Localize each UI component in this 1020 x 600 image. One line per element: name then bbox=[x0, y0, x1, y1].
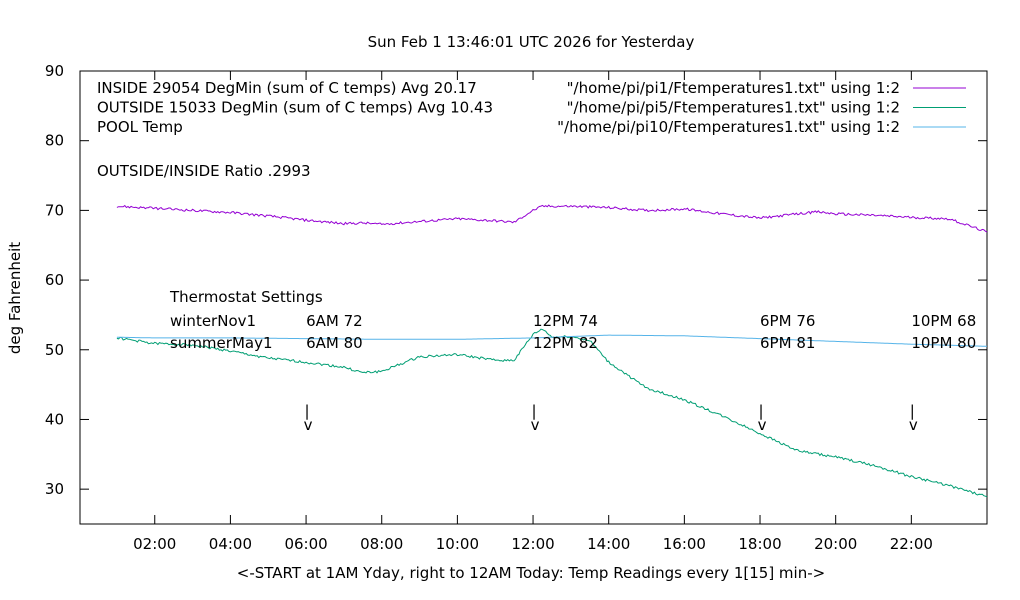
thermostat-summer-setting: 12PM 82 bbox=[533, 334, 598, 352]
x-tick-label: 22:00 bbox=[890, 535, 933, 553]
y-tick-label: 80 bbox=[45, 132, 64, 150]
thermostat-marker-bar: | bbox=[910, 402, 915, 420]
thermostat-winter-setting: 12PM 74 bbox=[533, 312, 598, 330]
legend: INSIDE 29054 DegMin (sum of C temps) Avg… bbox=[97, 79, 966, 136]
y-axis-label: deg Fahrenheit bbox=[6, 242, 24, 354]
thermostat-winter-setting: 6PM 76 bbox=[760, 312, 815, 330]
series-line-outside bbox=[116, 328, 988, 498]
thermostat-marker-arrow: v bbox=[304, 416, 313, 434]
thermostat-row-label: summerMay1 bbox=[170, 334, 273, 352]
legend-label-pool: POOL Temp bbox=[97, 118, 183, 136]
thermostat-summer-setting: 6PM 81 bbox=[760, 334, 815, 352]
thermostat-title: Thermostat Settings bbox=[169, 288, 323, 306]
x-tick-label: 10:00 bbox=[436, 535, 479, 553]
legend-source-outside: "/home/pi/pi5/Ftemperatures1.txt" using … bbox=[567, 99, 900, 117]
thermostat-winter-setting: 10PM 68 bbox=[911, 312, 976, 330]
x-tick-label: 12:00 bbox=[511, 535, 554, 553]
thermostat-settings: Thermostat Settings winterNov1 summerMay1 6… bbox=[169, 288, 976, 434]
series-lines bbox=[116, 204, 988, 498]
legend-label-outside: OUTSIDE 15033 DegMin (sum of C temps) Av… bbox=[97, 99, 493, 117]
x-tick-label: 18:00 bbox=[738, 535, 781, 553]
thermostat-summer-setting: 6AM 80 bbox=[306, 334, 363, 352]
series-line-pool bbox=[116, 334, 988, 347]
y-tick-label: 30 bbox=[45, 480, 64, 498]
thermostat-summer-setting: 10PM 80 bbox=[911, 334, 976, 352]
thermostat-marker-bar: | bbox=[758, 402, 763, 420]
x-tick-label: 04:00 bbox=[209, 535, 252, 553]
legend-source-pool: "/home/pi/pi10/Ftemperatures1.txt" using… bbox=[557, 118, 900, 136]
y-tick-label: 40 bbox=[45, 410, 64, 428]
x-axis-label: <-START at 1AM Yday, right to 12AM Today… bbox=[237, 564, 825, 582]
x-tick-label: 20:00 bbox=[814, 535, 857, 553]
x-tick-label: 08:00 bbox=[360, 535, 403, 553]
x-tick-label: 16:00 bbox=[663, 535, 706, 553]
thermostat-winter-setting: 6AM 72 bbox=[306, 312, 363, 330]
chart-title: Sun Feb 1 13:46:01 UTC 2026 for Yesterda… bbox=[368, 33, 695, 51]
thermostat-marker-arrow: v bbox=[909, 416, 918, 434]
legend-label-inside: INSIDE 29054 DegMin (sum of C temps) Avg… bbox=[97, 79, 477, 97]
y-tick-label: 50 bbox=[45, 341, 64, 359]
axis-ticks: 30 40 50 60 70 80 90 02:00 04:00 06:00 08:00 10:00 1… bbox=[45, 62, 987, 553]
series-line-inside bbox=[116, 204, 988, 233]
x-tick-label: 14:00 bbox=[587, 535, 630, 553]
thermostat-marker-bar: | bbox=[305, 402, 310, 420]
y-tick-label: 90 bbox=[45, 62, 64, 80]
ratio-text: OUTSIDE/INSIDE Ratio .2993 bbox=[97, 162, 311, 180]
x-tick-label: 06:00 bbox=[284, 535, 327, 553]
y-tick-label: 60 bbox=[45, 271, 64, 289]
thermostat-marker-arrow: v bbox=[531, 416, 540, 434]
thermostat-marker-bar: | bbox=[532, 402, 537, 420]
legend-source-inside: "/home/pi/pi1/Ftemperatures1.txt" using … bbox=[567, 79, 900, 97]
y-tick-label: 70 bbox=[45, 201, 64, 219]
x-tick-label: 02:00 bbox=[133, 535, 176, 553]
thermostat-row-label: winterNov1 bbox=[170, 312, 256, 330]
thermostat-marker-arrow: v bbox=[758, 416, 767, 434]
